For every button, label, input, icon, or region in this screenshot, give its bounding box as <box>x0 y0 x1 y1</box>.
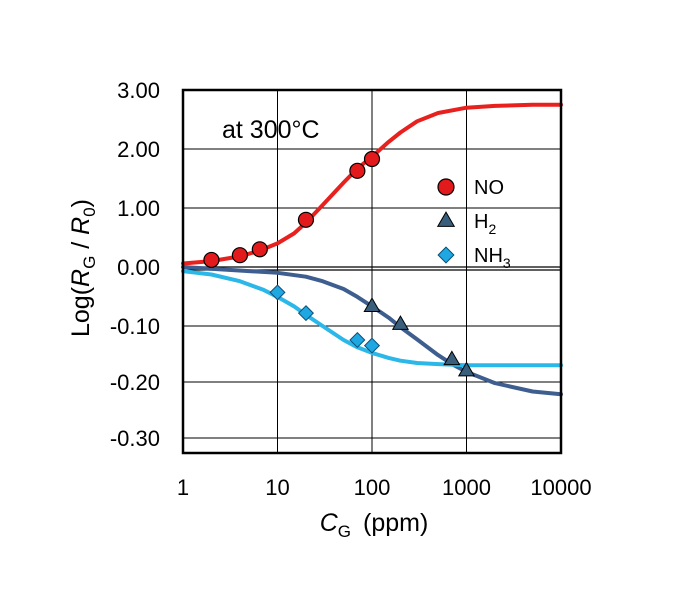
legend-label-main: NO <box>474 177 504 199</box>
y-axis-label-sep: / <box>67 235 95 256</box>
y-tick-labels: 3.00 2.00 1.00 0.00 -0.10 -0.20 -0.30 <box>110 78 160 451</box>
x-tick-label: 10 <box>265 475 289 500</box>
legend-label-h: H2 <box>474 211 496 237</box>
fit-curve-nh <box>181 269 563 368</box>
x-axis-label: CG (ppm) <box>320 509 429 541</box>
legend-label-sub: 3 <box>503 255 511 271</box>
y-tick-label: 0.00 <box>117 255 160 280</box>
y-tick-label: 1.00 <box>117 196 160 221</box>
data-point-h <box>457 361 476 377</box>
data-point-nh <box>349 331 366 349</box>
y-axis-label-num: R <box>67 269 95 287</box>
y-axis-label: Log(RG / R0) <box>67 199 99 337</box>
data-point-no <box>231 247 248 264</box>
legend-marker-no <box>437 178 455 196</box>
legend-label-main: NH <box>474 245 503 267</box>
fit-curve-h <box>181 265 563 397</box>
y-tick-label: 3.00 <box>117 78 160 103</box>
y-tick-label: -0.20 <box>110 370 160 395</box>
x-axis-label-main: C <box>320 509 339 537</box>
x-tick-label: 1 <box>177 475 189 500</box>
legend: NO H2 NH3 <box>436 177 511 271</box>
data-point-no <box>297 211 315 228</box>
x-tick-label: 10000 <box>530 475 591 500</box>
legend-label-sub: 2 <box>488 221 496 237</box>
legend-label-main: H <box>474 211 488 233</box>
data-point-no <box>349 162 366 179</box>
y-axis-label-den-sub: 0 <box>80 207 99 216</box>
data-point-h <box>391 315 410 330</box>
data-point-h <box>363 297 381 312</box>
data-markers <box>203 150 476 377</box>
legend-marker-h <box>436 211 456 227</box>
x-tick-label: 100 <box>354 475 391 500</box>
y-tick-label: 2.00 <box>117 137 160 162</box>
data-point-h <box>443 350 461 366</box>
y-axis-label-den: R <box>67 217 95 235</box>
y-axis-label-num-sub: G <box>80 256 99 269</box>
data-point-no <box>251 241 268 258</box>
data-point-nh <box>297 305 315 322</box>
legend-marker-nh <box>437 246 455 264</box>
x-axis-label-sub: G <box>338 522 351 541</box>
y-tick-label: -0.30 <box>110 426 160 451</box>
legend-label-nh: NH3 <box>474 245 511 271</box>
legend-label-no: NO <box>474 177 504 199</box>
x-tick-label: 1000 <box>442 475 491 500</box>
data-point-nh <box>269 284 286 301</box>
x-tick-labels: 1 10 100 1000 10000 <box>177 475 592 500</box>
data-point-no <box>203 251 220 269</box>
y-tick-label: -0.10 <box>110 314 160 339</box>
data-point-no <box>363 150 381 168</box>
data-point-nh <box>363 337 381 354</box>
y-axis-label-prefix: Log( <box>67 286 95 337</box>
plot-frame <box>181 88 563 455</box>
y-axis-label-suffix: ) <box>67 199 95 207</box>
temperature-annotation: at 300°C <box>222 116 320 144</box>
x-axis-label-unit: (ppm) <box>363 509 428 537</box>
